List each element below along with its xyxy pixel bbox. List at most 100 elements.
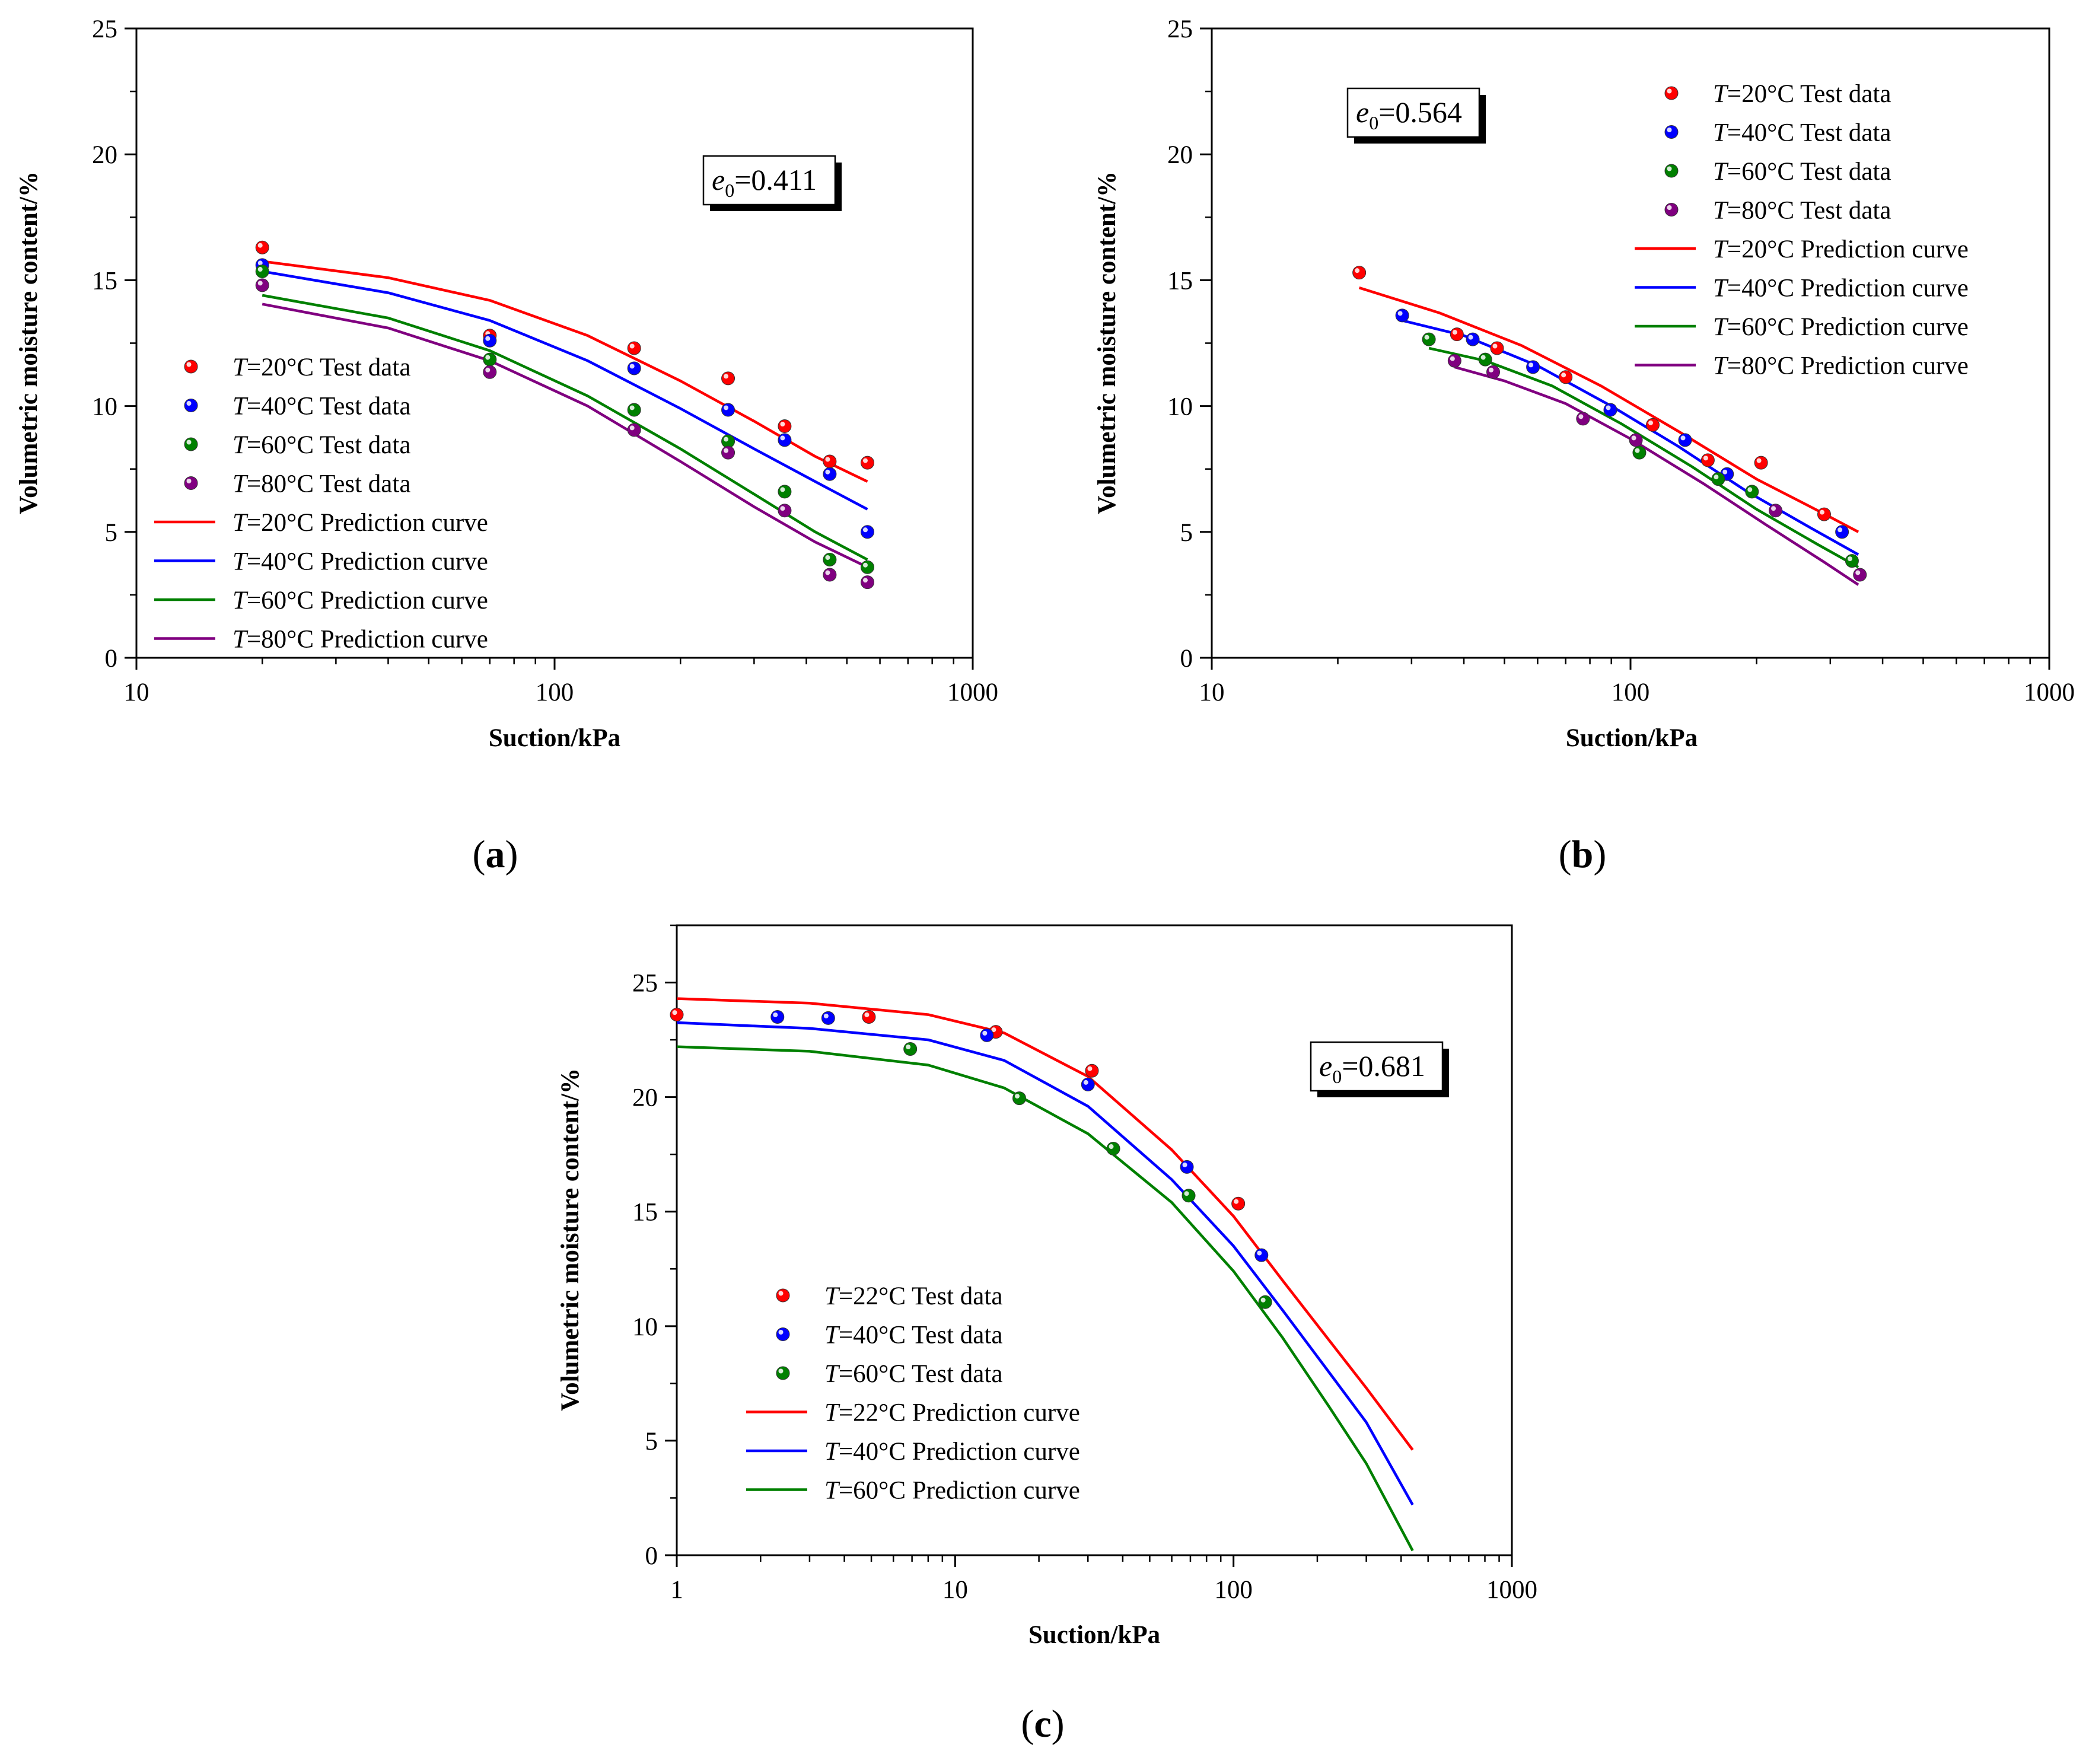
data-point-highlight [1489, 367, 1494, 372]
annotation-value: =0.411 [734, 163, 817, 196]
legend-entry: T=40°C Test data [1713, 119, 1891, 147]
y-tick-label: 15 [632, 1199, 658, 1227]
data-point [860, 525, 874, 539]
data-point-highlight [1260, 1297, 1266, 1303]
data-point-highlight [1234, 1199, 1239, 1204]
legend-marker [1664, 86, 1679, 100]
data-point-highlight [862, 458, 868, 463]
legend-marker-highlight [186, 401, 192, 406]
data-point [1085, 1064, 1099, 1078]
chart-panel-b: 10 100 1000 0 5 10 15 20 25 Suction/kPa Volumetric… [1093, 15, 2075, 876]
data-point [255, 265, 269, 279]
legend-marker-highlight [186, 479, 192, 483]
data-point-highlight [257, 243, 263, 248]
data-point [823, 552, 837, 566]
legend-entry-rest: =20°C Prediction curve [1727, 235, 1969, 263]
data-point-highlight [825, 469, 830, 475]
data-point-highlight [485, 355, 491, 360]
data-point-highlight [780, 506, 785, 511]
y-tick-label: 15 [1167, 267, 1193, 295]
y-tick-label: 15 [92, 267, 117, 295]
data-point [721, 445, 735, 460]
y-tick-label: 20 [92, 141, 117, 169]
data-point [1745, 485, 1759, 499]
series-line [1358, 286, 1859, 533]
legend-entry-rest: =40°C Prediction curve [839, 1438, 1080, 1466]
legend-marker [1664, 125, 1679, 139]
data-point [778, 433, 792, 447]
data-point-highlight [724, 437, 729, 442]
data-point-highlight [672, 1010, 677, 1015]
legend-entry-var: T [233, 354, 249, 381]
y-tick-label: 10 [632, 1313, 658, 1341]
data-point-highlight [1631, 435, 1636, 441]
legend: T=20°C Test data T=40°C Test data T=60°C T… [154, 354, 488, 654]
legend-entry-var: T [233, 548, 249, 576]
series-line [677, 1045, 1414, 1552]
legend-entry-var: T [233, 431, 249, 459]
legend-entry-rest: =80°C Prediction curve [247, 626, 488, 654]
data-point-highlight [257, 260, 263, 266]
data-point [903, 1042, 918, 1056]
legend-entry-var: T [824, 1438, 840, 1466]
chart-panel-c: 1 10 100 1000 0 5 10 15 20 25 Suction/kPa Volumetri… [556, 924, 1537, 1746]
y-tick-label: 20 [632, 1084, 658, 1112]
y-tick-label: 5 [645, 1428, 658, 1456]
data-point-highlight [773, 1012, 778, 1017]
data-point-highlight [1838, 527, 1843, 533]
data-point-highlight [1635, 448, 1640, 453]
data-point [1422, 332, 1436, 346]
legend-entry: T=60°C Prediction curve [824, 1477, 1080, 1505]
x-tick-label: 100 [536, 679, 574, 706]
data-point [823, 454, 837, 469]
data-point [1012, 1091, 1026, 1106]
legend-entry: T=40°C Test data [233, 393, 410, 421]
annotation-label: e0=0.681 [1319, 1049, 1425, 1087]
data-point [823, 467, 837, 481]
data-point [1395, 308, 1409, 323]
data-point [1559, 370, 1573, 384]
data-point [1450, 327, 1464, 342]
legend-entry-rest: =60°C Test data [1727, 158, 1891, 186]
legend-marker-highlight [1667, 166, 1672, 171]
data-point-highlight [1819, 510, 1824, 515]
annotation-box [1346, 87, 1480, 138]
data-point-highlight [1109, 1144, 1114, 1150]
legend-entry: T=60°C Test data [824, 1360, 1002, 1388]
series-line [677, 997, 1414, 1451]
data-point [1835, 525, 1849, 539]
legend-entry: T=80°C Prediction curve [233, 626, 488, 654]
legend-entry-rest: =40°C Test data [839, 1322, 1003, 1349]
legend-entry-var: T [1713, 275, 1729, 303]
data-point-highlight [862, 578, 868, 583]
y-tick-label: 10 [92, 393, 117, 421]
legend-entry: T=60°C Test data [233, 431, 410, 459]
data-point-highlight [825, 570, 830, 575]
data-point-highlight [982, 1030, 988, 1036]
panel-label-part: ) [1593, 833, 1606, 876]
legend-marker [184, 359, 198, 374]
panel-label-part: a [486, 833, 505, 876]
legend-entry-var: T [1713, 352, 1729, 380]
legend-entry-rest: =22°C Test data [839, 1282, 1003, 1310]
data-point [627, 341, 641, 355]
legend-entry: T=20°C Test data [233, 354, 410, 381]
legend-entry: T=40°C Prediction curve [824, 1438, 1080, 1466]
data-point [483, 333, 497, 348]
legend-entry-var: T [824, 1360, 840, 1388]
data-point [670, 1008, 684, 1022]
data-point [1632, 445, 1647, 460]
data-point-highlight [1756, 458, 1762, 463]
x-tick-label: 1000 [1486, 1576, 1537, 1604]
data-point-highlight [1606, 405, 1611, 410]
data-point-highlight [906, 1045, 911, 1050]
data-point-highlight [862, 562, 868, 568]
data-point [1576, 412, 1590, 426]
panel-label-part: ) [505, 833, 518, 876]
legend-entry-var: T [233, 509, 249, 537]
legend-entry-rest: =40°C Prediction curve [1727, 275, 1969, 303]
legend-entry-var: T [233, 626, 249, 654]
legend-entry-rest: =22°C Prediction curve [839, 1399, 1080, 1427]
x-tick-label: 100 [1214, 1576, 1253, 1604]
series-line [677, 1021, 1414, 1506]
